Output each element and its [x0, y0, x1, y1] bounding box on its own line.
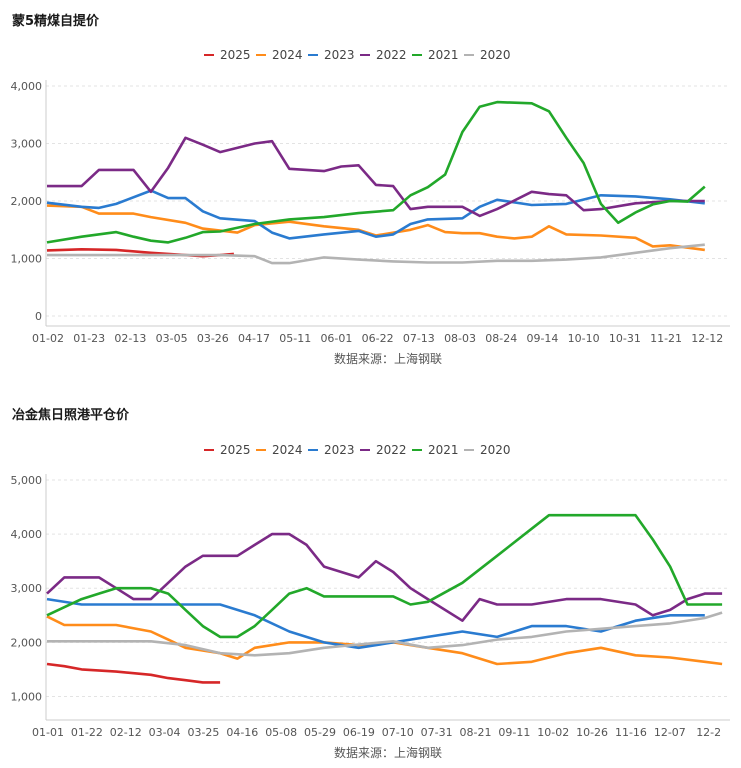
legend-item-2021[interactable]: 2021	[412, 443, 459, 457]
legend-item-2022[interactable]: 2022	[360, 443, 407, 457]
x-tick-label: 11-16	[615, 726, 647, 739]
x-tick-label: 08-24	[485, 332, 517, 345]
y-tick-label: 1,000	[11, 690, 43, 703]
legend-label: 2025	[220, 48, 251, 62]
legend-item-2025[interactable]: 2025	[204, 443, 251, 457]
x-tick-label: 12-12	[691, 332, 723, 345]
x-tick-label: 03-25	[187, 726, 219, 739]
x-tick-label: 08-03	[444, 332, 476, 345]
legend-label: 2025	[220, 443, 251, 457]
series-line-2025[interactable]	[46, 662, 221, 684]
data-source: 数据来源：上海钢联	[334, 351, 442, 366]
chart-title: 冶金焦日照港平仓价	[12, 408, 130, 423]
x-tick-label: 10-02	[537, 726, 569, 739]
legend-label: 2023	[324, 48, 355, 62]
x-tick-label: 04-16	[226, 726, 258, 739]
x-tick-label: 08-21	[460, 726, 492, 739]
x-tick-label: 02-12	[110, 726, 142, 739]
legend-item-2025[interactable]: 2025	[204, 48, 251, 62]
x-tick-label: 09-11	[498, 726, 530, 739]
legend-item-2021[interactable]: 2021	[412, 48, 459, 62]
legend-label: 2020	[480, 443, 511, 457]
legend-item-2024[interactable]: 2024	[256, 48, 303, 62]
x-tick-label: 07-13	[403, 332, 435, 345]
chart-panel-coal: 蒙5精煤自提价 2025 2024 2023 2022 2021 2020 0 1,000 2,…	[11, 14, 730, 366]
legend-item-2023[interactable]: 2023	[308, 443, 355, 457]
legend-item-2022[interactable]: 2022	[360, 48, 407, 62]
series-line-2020[interactable]	[47, 243, 705, 265]
x-tick-label: 05-11	[279, 332, 311, 345]
x-tick-label: 10-26	[576, 726, 608, 739]
series-line-2021[interactable]	[46, 100, 706, 244]
x-tick-label: 05-08	[265, 726, 297, 739]
x-tick-label: 06-19	[343, 726, 375, 739]
y-tick-label: 2,000	[11, 636, 43, 649]
y-tick-label: 3,000	[11, 138, 43, 151]
series-line-2022[interactable]	[46, 532, 723, 622]
x-tick-label: 07-31	[421, 726, 453, 739]
x-tick-label: 09-14	[526, 332, 558, 345]
chart-svg: 2025 2024 2023 2022 2021 2020 0 1,000 2,000 3,000…	[11, 48, 730, 366]
x-tick-label: 10-10	[568, 332, 600, 345]
series-line-2021[interactable]	[46, 513, 723, 639]
x-tick-label: 07-10	[382, 726, 414, 739]
series-line-2023[interactable]	[46, 597, 705, 650]
x-tick-label: 04-17	[238, 332, 270, 345]
x-tick-label: 12-07	[654, 726, 686, 739]
series-line-2024[interactable]	[46, 615, 723, 666]
y-tick-label: 1,000	[11, 253, 43, 266]
legend-item-2020[interactable]: 2020	[464, 48, 511, 62]
y-tick-label: 0	[35, 310, 42, 323]
chart-svg: 2025 2024 2023 2022 2021 2020 1,000 2,000 3,000 4…	[11, 443, 730, 760]
legend[interactable]: 2025 2024 2023 2022 2021 2020	[204, 443, 511, 457]
x-tick-label: 02-13	[114, 332, 146, 345]
legend-label: 2020	[480, 48, 511, 62]
x-tick-label: 06-01	[320, 332, 352, 345]
x-tick-label: 06-22	[362, 332, 394, 345]
y-tick-label: 4,000	[11, 80, 43, 93]
x-tick-label: 01-01	[32, 726, 64, 739]
x-tick-label: 01-22	[71, 726, 103, 739]
x-tick-label: 11-21	[650, 332, 682, 345]
legend-item-2023[interactable]: 2023	[308, 48, 355, 62]
legend-label: 2024	[272, 48, 303, 62]
y-tick-label: 4,000	[11, 528, 43, 541]
legend-item-2024[interactable]: 2024	[256, 443, 303, 457]
x-tick-label: 05-29	[304, 726, 336, 739]
data-source: 数据来源：上海钢联	[334, 745, 442, 760]
series-line-2024[interactable]	[46, 204, 705, 252]
x-tick-label: 03-04	[149, 726, 181, 739]
legend-label: 2022	[376, 48, 407, 62]
x-tick-label: 01-23	[73, 332, 105, 345]
chart-title: 蒙5精煤自提价	[12, 14, 100, 29]
x-tick-label: 12-2	[696, 726, 721, 739]
chart-panel-coke: 冶金焦日照港平仓价 2025 2024 2023 2022 2021 2020 1,000 2…	[0, 394, 741, 768]
series-line-2020[interactable]	[47, 611, 723, 657]
series-line-2022[interactable]	[47, 136, 705, 218]
legend[interactable]: 2025 2024 2023 2022 2021 2020	[204, 48, 511, 62]
x-tick-label: 03-05	[156, 332, 188, 345]
y-tick-label: 2,000	[11, 195, 43, 208]
y-tick-label: 3,000	[11, 582, 43, 595]
legend-label: 2021	[428, 48, 459, 62]
series-line-2023[interactable]	[46, 189, 705, 240]
legend-label: 2021	[428, 443, 459, 457]
x-tick-label: 01-02	[32, 332, 64, 345]
x-tick-label: 10-31	[609, 332, 641, 345]
legend-item-2020[interactable]: 2020	[464, 443, 511, 457]
legend-label: 2022	[376, 443, 407, 457]
x-tick-label: 03-26	[197, 332, 229, 345]
y-tick-label: 5,000	[11, 474, 43, 487]
legend-label: 2023	[324, 443, 355, 457]
legend-label: 2024	[272, 443, 303, 457]
